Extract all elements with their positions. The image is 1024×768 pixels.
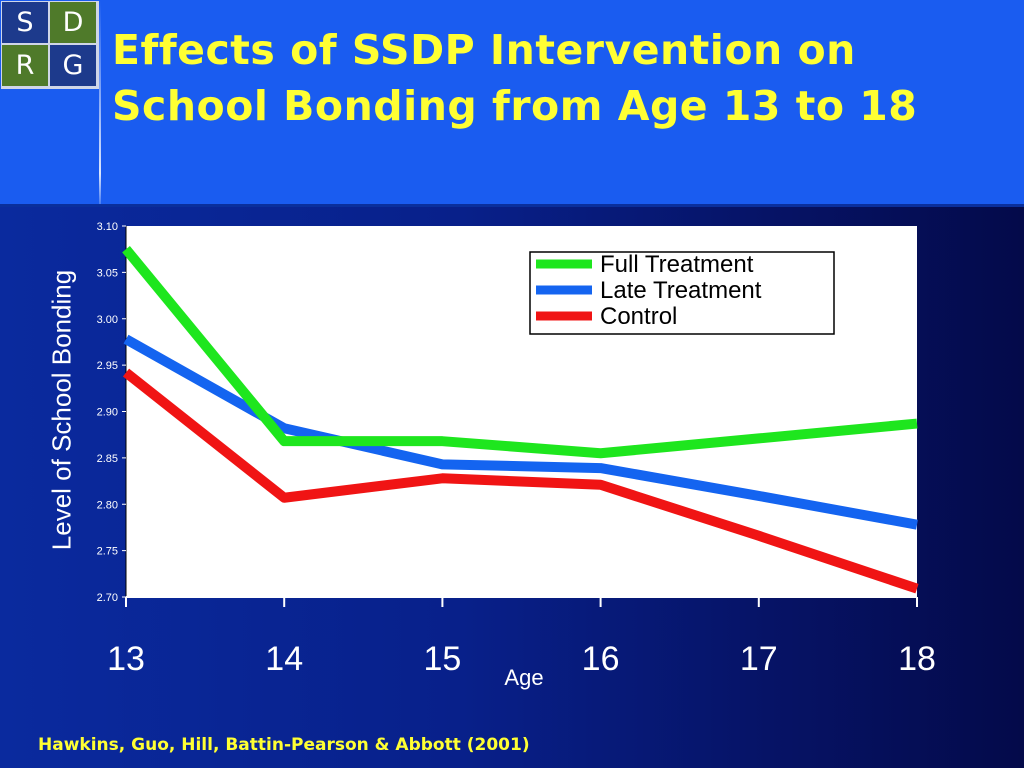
y-tick-label: 2.70 [97, 592, 118, 604]
x-tick-label: 16 [582, 640, 620, 678]
vertical-accent-line [99, 0, 101, 204]
y-tick-label: 2.75 [97, 546, 118, 558]
series-line-control [122, 368, 919, 594]
y-tick-label: 2.95 [97, 360, 118, 372]
sdrg-logo: S D R G [1, 1, 99, 89]
x-tick-label: 17 [740, 640, 778, 678]
header-divider [0, 204, 1024, 207]
slide-title-line-2: School Bonding from Age 13 to 18 [112, 82, 918, 130]
slide-title: Effects of SSDP Intervention on School B… [112, 22, 992, 134]
header-band [0, 0, 1024, 204]
x-tick-label: 14 [265, 640, 303, 678]
logo-letter-d: D [50, 2, 96, 43]
logo-letter-g: G [50, 45, 96, 86]
x-tick-label: 18 [898, 640, 936, 678]
x-tick-label: 13 [107, 640, 145, 678]
legend-label: Full Treatment [600, 251, 754, 278]
slide-title-line-1: Effects of SSDP Intervention on [112, 26, 856, 74]
y-tick-label: 3.10 [97, 221, 118, 233]
logo-letter-r: R [2, 45, 48, 86]
x-tick-label: 15 [423, 640, 461, 678]
y-tick-label: 3.05 [97, 267, 118, 279]
logo-letter-s: S [2, 2, 48, 43]
legend-label: Late Treatment [600, 277, 762, 304]
legend-label: Control [600, 303, 677, 330]
y-tick-label: 2.80 [97, 499, 118, 511]
x-axis-label: Age [504, 665, 544, 690]
y-tick-label: 2.85 [97, 453, 118, 465]
series-line-full-treatment [122, 246, 918, 459]
citation: Hawkins, Guo, Hill, Battin-Pearson & Abb… [38, 735, 530, 755]
y-tick-label: 3.00 [97, 314, 118, 326]
y-tick-label: 2.90 [97, 407, 118, 419]
